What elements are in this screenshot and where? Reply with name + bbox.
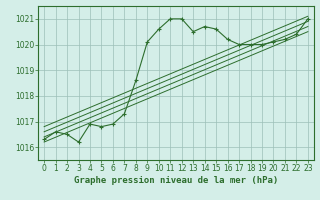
X-axis label: Graphe pression niveau de la mer (hPa): Graphe pression niveau de la mer (hPa) bbox=[74, 176, 278, 185]
